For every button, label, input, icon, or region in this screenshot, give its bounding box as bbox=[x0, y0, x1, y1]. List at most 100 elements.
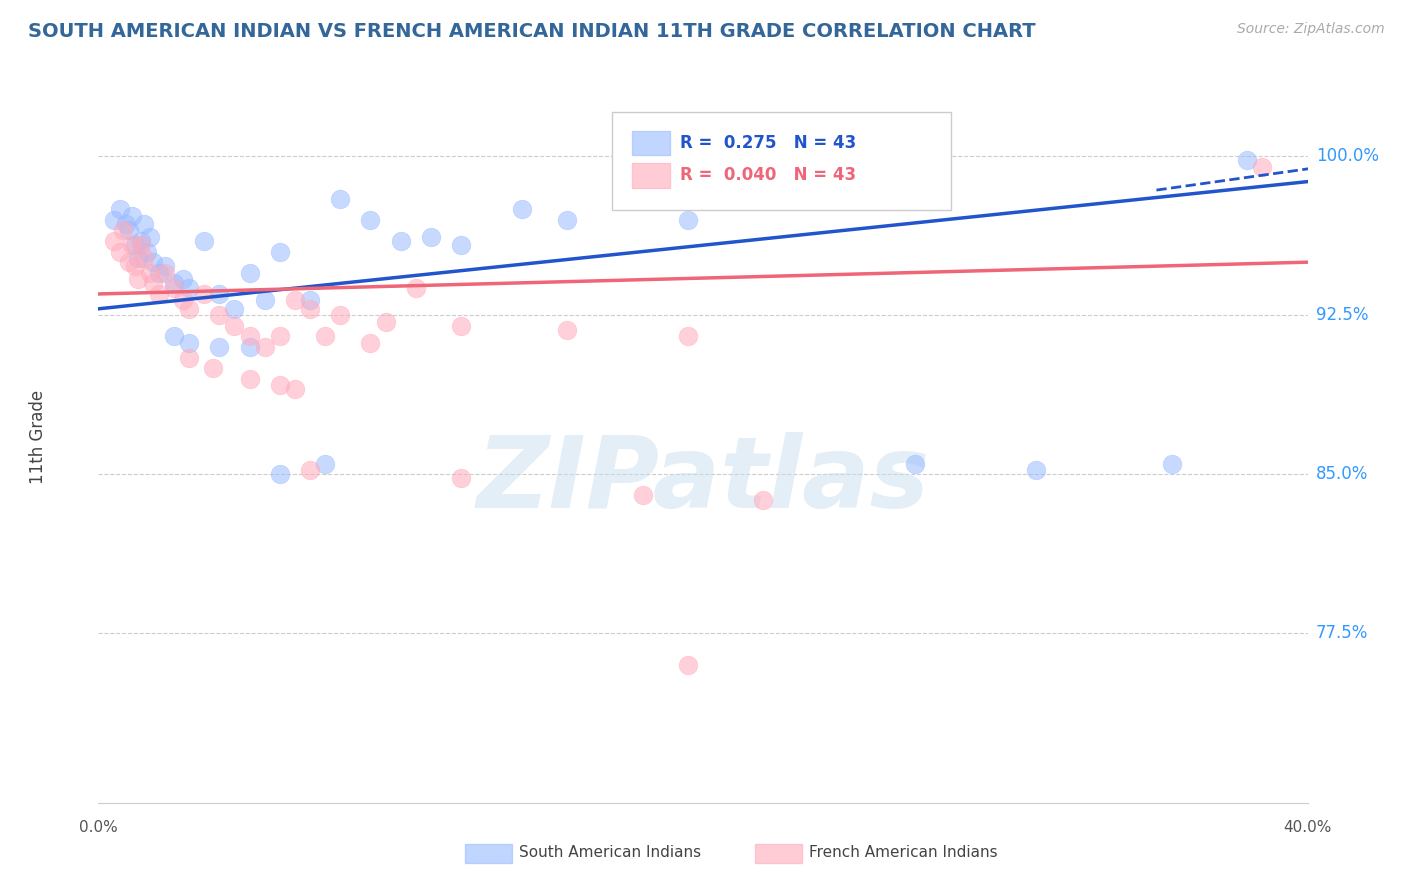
Text: 77.5%: 77.5% bbox=[1316, 624, 1368, 642]
Point bbox=[202, 361, 225, 376]
Point bbox=[172, 293, 194, 308]
Point bbox=[118, 223, 141, 237]
Point bbox=[420, 229, 443, 244]
Point bbox=[284, 383, 307, 397]
Point bbox=[193, 287, 215, 301]
Text: 92.5%: 92.5% bbox=[1316, 306, 1368, 324]
Text: 40.0%: 40.0% bbox=[1284, 820, 1331, 835]
Point bbox=[269, 329, 291, 343]
Point bbox=[676, 329, 699, 343]
Point bbox=[163, 329, 186, 343]
Point bbox=[631, 488, 654, 502]
Point bbox=[1236, 153, 1258, 168]
Point bbox=[314, 329, 336, 343]
Point bbox=[510, 202, 533, 216]
Point bbox=[239, 329, 262, 343]
Point bbox=[124, 260, 146, 274]
Point bbox=[172, 272, 194, 286]
FancyBboxPatch shape bbox=[631, 162, 671, 187]
FancyBboxPatch shape bbox=[465, 844, 512, 863]
Point bbox=[142, 255, 165, 269]
Point bbox=[148, 266, 170, 280]
Point bbox=[904, 457, 927, 471]
Text: 0.0%: 0.0% bbox=[79, 820, 118, 835]
FancyBboxPatch shape bbox=[631, 130, 671, 155]
Point bbox=[360, 212, 382, 227]
Point bbox=[450, 238, 472, 252]
Point bbox=[253, 340, 276, 354]
Point bbox=[1160, 457, 1182, 471]
Point bbox=[139, 229, 162, 244]
Point bbox=[224, 301, 246, 316]
Point bbox=[163, 280, 186, 294]
Point bbox=[142, 277, 165, 291]
Point bbox=[179, 335, 201, 350]
Point bbox=[616, 192, 638, 206]
Text: R =  0.040   N = 43: R = 0.040 N = 43 bbox=[681, 166, 856, 185]
Point bbox=[676, 658, 699, 673]
Point bbox=[135, 244, 157, 259]
Point bbox=[555, 323, 578, 337]
Point bbox=[129, 234, 152, 248]
Point bbox=[163, 277, 186, 291]
Point bbox=[329, 308, 352, 322]
Point bbox=[1251, 160, 1274, 174]
Point bbox=[132, 217, 155, 231]
Text: 85.0%: 85.0% bbox=[1316, 466, 1368, 483]
Text: South American Indians: South American Indians bbox=[519, 845, 702, 860]
Text: SOUTH AMERICAN INDIAN VS FRENCH AMERICAN INDIAN 11TH GRADE CORRELATION CHART: SOUTH AMERICAN INDIAN VS FRENCH AMERICAN… bbox=[28, 22, 1036, 41]
Point bbox=[284, 293, 307, 308]
Point bbox=[269, 244, 291, 259]
Point bbox=[153, 266, 176, 280]
Point bbox=[405, 280, 427, 294]
Text: 11th Grade: 11th Grade bbox=[30, 390, 46, 484]
Point bbox=[752, 492, 775, 507]
Point bbox=[1024, 463, 1046, 477]
Point bbox=[193, 234, 215, 248]
Point bbox=[148, 287, 170, 301]
Point bbox=[676, 212, 699, 227]
Text: ZIPatlas: ZIPatlas bbox=[477, 433, 929, 530]
FancyBboxPatch shape bbox=[755, 844, 803, 863]
Point bbox=[108, 202, 131, 216]
Point bbox=[314, 457, 336, 471]
Point bbox=[179, 301, 201, 316]
Point bbox=[121, 238, 143, 252]
Point bbox=[208, 340, 231, 354]
Point bbox=[299, 293, 322, 308]
Point bbox=[239, 266, 262, 280]
Point bbox=[153, 260, 176, 274]
Point bbox=[329, 192, 352, 206]
Point bbox=[208, 287, 231, 301]
Point bbox=[132, 251, 155, 265]
Point bbox=[299, 301, 322, 316]
Point bbox=[450, 318, 472, 333]
Point bbox=[450, 471, 472, 485]
Point bbox=[208, 308, 231, 322]
Text: R =  0.275   N = 43: R = 0.275 N = 43 bbox=[681, 134, 856, 152]
Point bbox=[114, 217, 136, 231]
Text: French American Indians: French American Indians bbox=[810, 845, 998, 860]
Point bbox=[374, 314, 396, 328]
Point bbox=[127, 272, 149, 286]
Point bbox=[121, 209, 143, 223]
Point bbox=[269, 467, 291, 482]
Point bbox=[239, 340, 262, 354]
Text: 100.0%: 100.0% bbox=[1316, 147, 1379, 165]
Point bbox=[299, 463, 322, 477]
Point bbox=[253, 293, 276, 308]
Point bbox=[360, 335, 382, 350]
Point bbox=[111, 223, 134, 237]
Point bbox=[124, 238, 146, 252]
Point bbox=[139, 266, 162, 280]
Point bbox=[108, 244, 131, 259]
Point bbox=[269, 378, 291, 392]
Point bbox=[389, 234, 412, 248]
Point bbox=[179, 351, 201, 365]
Point bbox=[118, 255, 141, 269]
Point bbox=[224, 318, 246, 333]
Point bbox=[239, 372, 262, 386]
Point bbox=[129, 238, 152, 252]
Point bbox=[103, 212, 125, 227]
Point bbox=[555, 212, 578, 227]
